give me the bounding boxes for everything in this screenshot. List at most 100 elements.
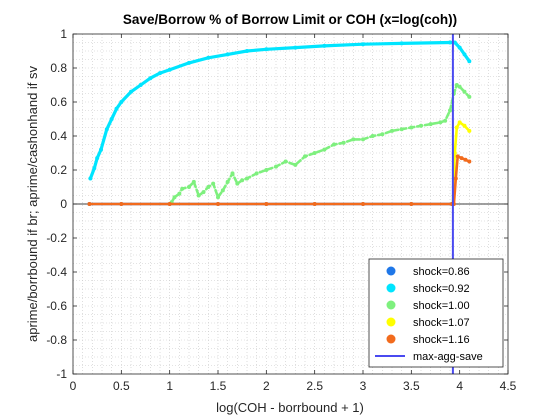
- data-point: [293, 45, 298, 50]
- data-point: [88, 176, 93, 181]
- data-point: [119, 100, 124, 104]
- data-point: [119, 202, 124, 206]
- data-point: [312, 151, 317, 155]
- legend-label: shock=1.00: [413, 300, 470, 312]
- data-point: [158, 71, 162, 76]
- data-point: [216, 202, 220, 206]
- legend: shock=0.86 shock=0.92 shock=1.00 shock=1.07…: [368, 258, 504, 368]
- data-point: [211, 181, 216, 186]
- data-point: [104, 127, 109, 132]
- data-point: [467, 159, 472, 164]
- data-point: [138, 83, 143, 87]
- data-point: [230, 171, 235, 176]
- data-point: [409, 202, 414, 206]
- data-point: [303, 154, 307, 159]
- data-point: [457, 45, 462, 50]
- series-shock=1.00: [169, 83, 472, 205]
- data-point: [167, 202, 172, 206]
- legend-marker: [386, 317, 396, 327]
- data-point: [87, 202, 92, 206]
- legend-label: max-agg-save: [413, 351, 483, 363]
- x-tick-label: 0: [70, 379, 77, 393]
- series-layer: [87, 40, 472, 206]
- data-point: [361, 202, 365, 206]
- legend-marker: [386, 283, 396, 293]
- data-point: [419, 123, 423, 128]
- data-point: [92, 166, 97, 171]
- legend-label: shock=0.92: [413, 283, 470, 295]
- y-tick-label: -0.2: [46, 231, 67, 245]
- data-point: [462, 52, 467, 57]
- legend-box: [368, 258, 504, 368]
- x-axis-label: log(COH - borrbound + 1): [216, 400, 364, 415]
- data-point: [322, 43, 327, 48]
- data-point: [454, 83, 459, 87]
- data-point: [332, 142, 336, 147]
- x-tick-label: 2.5: [306, 379, 323, 393]
- x-axis-ticks: 0 0.5 1 1.5 2 2.5 3 3.5 4 4.5: [70, 34, 517, 393]
- data-point: [463, 157, 468, 162]
- y-tick-label: 1: [60, 27, 67, 41]
- data-point: [438, 120, 443, 125]
- data-point: [322, 147, 327, 152]
- y-tick-label: -0.4: [46, 265, 67, 279]
- x-tick-label: 4: [456, 379, 463, 393]
- data-point: [225, 52, 230, 57]
- legend-marker: [386, 266, 396, 276]
- data-point: [467, 94, 472, 99]
- data-point: [235, 181, 240, 186]
- data-point: [448, 40, 452, 45]
- data-point: [206, 185, 211, 189]
- x-tick-label: 1: [166, 379, 173, 393]
- data-point: [370, 134, 375, 138]
- data-point: [172, 195, 177, 200]
- data-point: [201, 190, 206, 195]
- y-tick-label: 0.8: [50, 61, 67, 75]
- data-point: [264, 47, 269, 52]
- y-tick-label: -1: [56, 367, 67, 381]
- data-point: [264, 168, 269, 172]
- data-point: [351, 137, 356, 142]
- data-point: [312, 202, 317, 206]
- data-point: [457, 84, 462, 89]
- y-tick-label: 0.2: [50, 163, 67, 177]
- data-point: [177, 191, 182, 196]
- data-point: [361, 137, 365, 142]
- data-point: [114, 106, 119, 111]
- data-point: [448, 108, 452, 113]
- data-point: [455, 154, 460, 159]
- data-point: [454, 125, 459, 130]
- data-point: [187, 60, 191, 65]
- data-point: [99, 147, 104, 152]
- data-point: [196, 193, 201, 198]
- series-shock=1.16: [87, 154, 472, 206]
- data-point: [283, 159, 288, 164]
- data-point: [240, 178, 245, 183]
- y-tick-label: 0.4: [50, 129, 67, 143]
- data-point: [191, 179, 196, 184]
- y-tick-label: -0.6: [46, 299, 67, 313]
- data-point: [254, 171, 259, 176]
- data-point: [187, 185, 191, 189]
- y-tick-label: 0: [60, 197, 67, 211]
- data-point: [390, 128, 394, 133]
- x-tick-label: 2: [263, 379, 270, 393]
- data-point: [380, 132, 385, 137]
- data-point: [148, 76, 153, 81]
- chart-title: Save/Borrow % of Borrow Limit or COH (x=…: [123, 12, 457, 27]
- data-point: [216, 195, 220, 200]
- data-point: [293, 162, 298, 167]
- data-point: [225, 179, 230, 184]
- data-point: [462, 123, 467, 128]
- series-shock=0.92: [88, 40, 472, 181]
- data-point: [399, 127, 404, 132]
- legend-marker: [386, 300, 396, 310]
- data-point: [409, 125, 414, 130]
- y-axis-ticks: -1 -0.8 -0.6 -0.4 -0.2 0 0.2 0.4 0.6 0.8 1: [46, 27, 508, 381]
- y-axis-label: aprime/borrbound if br; aprime/cashonhan…: [25, 65, 40, 342]
- data-point: [453, 176, 458, 181]
- data-point: [457, 120, 462, 125]
- data-point: [180, 186, 185, 191]
- x-tick-label: 3.5: [403, 379, 420, 393]
